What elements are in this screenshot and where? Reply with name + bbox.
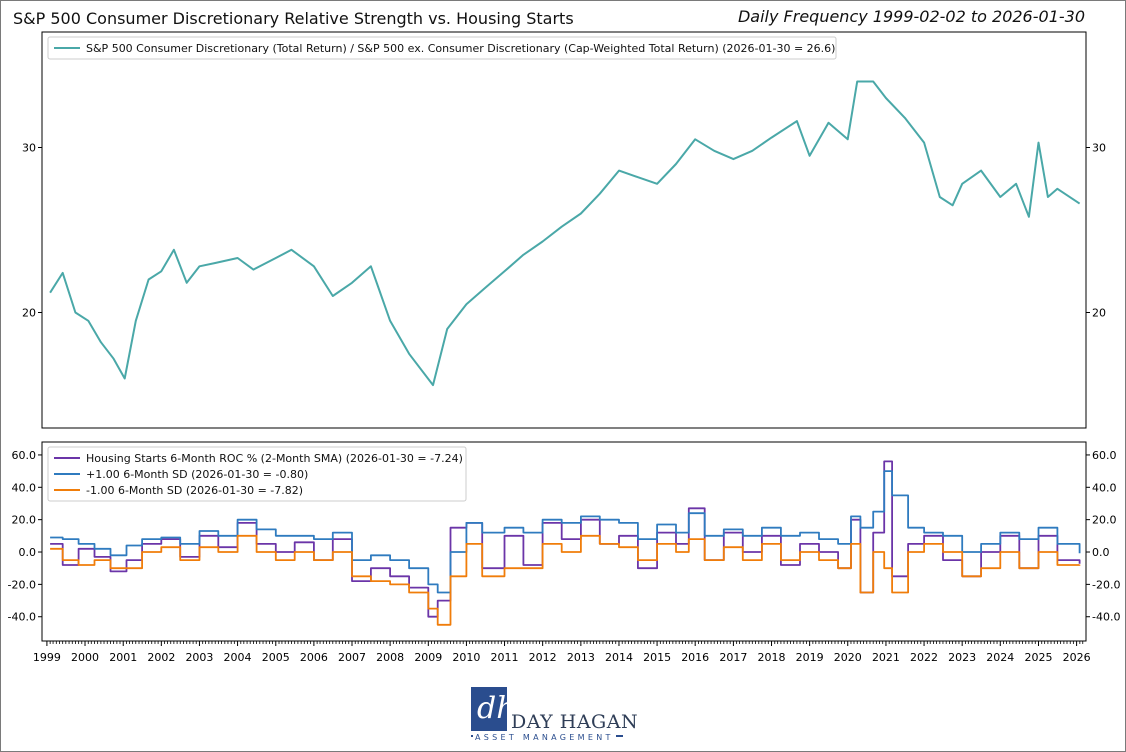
bottom-ytick-label-left: -20.0 — [8, 578, 36, 591]
x-axis: 1999 2000 2001 2002 2003 2004 2005 2006 2007 2008… — [33, 641, 1091, 664]
xtick-label: 2006 — [300, 651, 328, 664]
bottom-ytick-label-right: -40.0 — [1092, 611, 1120, 624]
bottom-ytick-label-right: -20.0 — [1092, 578, 1120, 591]
bottom-panel: -40.0 -40.0 -20.0 -20.0 0.0 0.0 20.0 20.0 40.0 40… — [8, 441, 1121, 664]
xtick-label: 2025 — [1024, 651, 1052, 664]
top-ytick-label-left: 30 — [22, 142, 36, 155]
bottom-ytick-label-left: 40.0 — [12, 481, 37, 494]
bottom-y-axis: -40.0 -40.0 -20.0 -20.0 0.0 0.0 20.0 20.0 40.0 40… — [8, 449, 1121, 624]
bottom-ytick-label-right: 60.0 — [1092, 449, 1117, 462]
bottom-legend-label: +1.00 6-Month SD (2026-01-30 = -0.80) — [86, 468, 308, 481]
xtick-label: 2010 — [452, 651, 480, 664]
bottom-legend-label: Housing Starts 6-Month ROC % (2-Month SM… — [86, 452, 463, 465]
top-ytick-label-right: 30 — [1092, 142, 1106, 155]
bottom-legend: Housing Starts 6-Month ROC % (2-Month SM… — [47, 446, 467, 502]
xtick-label: 2015 — [643, 651, 671, 664]
top-legend-label: S&P 500 Consumer Discretionary (Total Re… — [86, 42, 835, 55]
xtick-label: 2005 — [262, 651, 290, 664]
bottom-ytick-label-left: 20.0 — [12, 514, 37, 527]
top-panel-frame — [41, 31, 1087, 429]
logo-mark-icon: dh — [471, 687, 516, 731]
bottom-legend-box — [47, 446, 467, 502]
top-legend-box — [47, 36, 837, 60]
xtick-label: 2019 — [796, 651, 824, 664]
xtick-label: 2020 — [834, 651, 862, 664]
bottom-series-line-2 — [50, 470, 1081, 594]
chart-title: S&P 500 Consumer Discretionary Relative … — [13, 9, 574, 28]
xtick-label: 2014 — [605, 651, 633, 664]
bottom-panel-frame — [41, 441, 1087, 642]
xtick-label: 2026 — [1063, 651, 1091, 664]
top-y-axis: 20 20 30 30 — [22, 142, 1106, 320]
bottom-ytick-label-right: 20.0 — [1092, 514, 1117, 527]
logo-name: DAY HAGAN — [511, 711, 639, 733]
bottom-series-layer — [50, 460, 1081, 626]
xtick-label: 2012 — [529, 651, 557, 664]
xtick-label: 2008 — [376, 651, 404, 664]
xtick-label: 2022 — [910, 651, 938, 664]
xtick-label: 2011 — [491, 651, 519, 664]
bottom-ytick-label-left: -40.0 — [8, 611, 36, 624]
bottom-ytick-label-left: 0.0 — [19, 546, 37, 559]
xtick-label: 1999 — [33, 651, 61, 664]
xtick-label: 2023 — [948, 651, 976, 664]
bottom-legend-label: -1.00 6-Month SD (2026-01-30 = -7.82) — [86, 484, 303, 497]
xtick-label: 2002 — [147, 651, 175, 664]
bottom-ytick-label-right: 0.0 — [1092, 546, 1110, 559]
bottom-series-line-3 — [50, 534, 1081, 626]
xtick-label: 2000 — [71, 651, 99, 664]
top-ytick-label-left: 20 — [22, 307, 36, 320]
top-panel: 20 20 30 30 S&P 500 Consumer Discretionary … — [22, 31, 1106, 429]
bottom-ytick-label-right: 40.0 — [1092, 481, 1117, 494]
xtick-label: 2001 — [109, 651, 137, 664]
top-ytick-label-right: 20 — [1092, 307, 1106, 320]
xtick-label: 2003 — [185, 651, 213, 664]
xtick-label: 2004 — [224, 651, 252, 664]
bottom-ytick-label-left: 60.0 — [12, 449, 37, 462]
xtick-label: 2009 — [414, 651, 442, 664]
top-series-line-1 — [49, 80, 1081, 387]
xtick-label: 2017 — [719, 651, 747, 664]
logo-mark-text: dh — [477, 691, 516, 726]
xtick-label: 2016 — [681, 651, 709, 664]
top-series-layer — [49, 80, 1081, 387]
logo-tagline: ASSET MANAGEMENT — [473, 733, 616, 742]
xtick-label: 2018 — [758, 651, 786, 664]
top-legend: S&P 500 Consumer Discretionary (Total Re… — [47, 36, 837, 60]
xtick-label: 2013 — [567, 651, 595, 664]
chart-subtitle: Daily Frequency 1999-02-02 to 2026-01-30 — [737, 7, 1085, 26]
company-logo: dh DAY HAGAN ASSET MANAGEMENT — [471, 687, 638, 745]
xtick-label: 2007 — [338, 651, 366, 664]
xtick-label: 2024 — [986, 651, 1014, 664]
xtick-label: 2021 — [872, 651, 900, 664]
